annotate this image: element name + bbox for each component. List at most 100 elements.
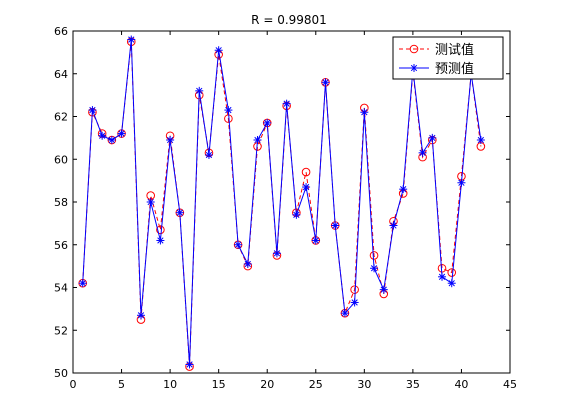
data-point-series-1 bbox=[321, 78, 330, 87]
data-point-series-0 bbox=[369, 251, 379, 260]
data-point-series-1 bbox=[438, 272, 447, 281]
x-tick-label: 5 bbox=[118, 378, 125, 391]
data-point-series-1 bbox=[379, 285, 388, 294]
legend-label-0: 测试值 bbox=[435, 42, 474, 58]
data-point-series-1 bbox=[78, 279, 87, 288]
marker-stroke bbox=[244, 260, 251, 268]
data-point-series-0 bbox=[447, 268, 457, 277]
y-tick-label: 56 bbox=[54, 239, 68, 252]
marker-stroke bbox=[166, 136, 174, 144]
legend-label-1: 预测值 bbox=[435, 61, 474, 77]
x-tick-label: 15 bbox=[212, 378, 226, 391]
data-point-series-1 bbox=[185, 360, 194, 369]
marker-stroke bbox=[332, 222, 339, 229]
data-point-series-1 bbox=[146, 198, 155, 206]
marker-stroke bbox=[215, 47, 222, 54]
marker-stroke bbox=[98, 132, 106, 139]
data-point-series-1 bbox=[370, 264, 379, 273]
marker-stroke bbox=[477, 136, 485, 144]
legend-marker-1 bbox=[410, 64, 418, 72]
data-point-series-1 bbox=[302, 183, 311, 192]
data-point-series-1 bbox=[282, 99, 291, 108]
series-line-1 bbox=[82, 39, 482, 365]
data-point-series-1 bbox=[127, 35, 136, 44]
marker-stroke bbox=[380, 286, 387, 293]
marker-stroke bbox=[89, 106, 96, 114]
marker-stroke bbox=[390, 222, 397, 229]
data-point-series-1 bbox=[224, 106, 233, 115]
legend-marker-0 bbox=[409, 44, 419, 54]
data-point-series-1 bbox=[234, 240, 243, 249]
data-point-series-1 bbox=[418, 148, 427, 157]
marker-stroke bbox=[108, 136, 115, 144]
data-point-series-0 bbox=[301, 167, 311, 177]
marker-stroke bbox=[458, 179, 465, 186]
data-point-series-1 bbox=[263, 118, 272, 127]
marker-stroke bbox=[196, 87, 203, 95]
data-point-series-1 bbox=[107, 136, 116, 145]
data-point-series-1 bbox=[175, 208, 184, 217]
axes: 0 5 10 15 20 25 30 35 40 45 50 52 54 56 58 60 62 64 66 bbox=[54, 25, 517, 391]
data-point-series-1 bbox=[195, 86, 204, 95]
marker-stroke bbox=[254, 136, 261, 144]
x-tick-label: 25 bbox=[309, 378, 323, 391]
marker-stroke bbox=[312, 237, 319, 244]
marker-stroke bbox=[283, 100, 290, 107]
data-point-series-1 bbox=[243, 259, 252, 268]
chart-title: R = 0.99801 bbox=[251, 13, 327, 27]
marker-stroke bbox=[234, 241, 242, 248]
marker-stroke bbox=[205, 151, 213, 159]
marker-stroke bbox=[293, 211, 300, 218]
data-point-series-1 bbox=[166, 136, 175, 145]
legend-box bbox=[392, 36, 504, 80]
data-point-series-1 bbox=[428, 133, 437, 142]
data-point-series-1 bbox=[447, 279, 456, 288]
data-point-series-1 bbox=[331, 221, 340, 230]
x-tick-label: 30 bbox=[357, 378, 371, 391]
marker-stroke bbox=[157, 237, 164, 244]
x-tick-label: 40 bbox=[454, 378, 468, 391]
data-point-series-1 bbox=[214, 46, 223, 55]
marker-stroke bbox=[147, 198, 154, 206]
data-point-series-1 bbox=[457, 178, 466, 187]
y-tick-label: 60 bbox=[54, 153, 68, 166]
data-point-series-1 bbox=[476, 136, 485, 145]
series-layer bbox=[78, 35, 486, 371]
marker-stroke bbox=[341, 309, 349, 317]
marker-stroke bbox=[273, 250, 281, 257]
data-point-series-1 bbox=[360, 108, 369, 117]
x-tick-label: 0 bbox=[70, 378, 77, 391]
y-tick-label: 64 bbox=[54, 68, 68, 81]
data-point-series-1 bbox=[340, 309, 349, 318]
data-point-series-1 bbox=[272, 249, 281, 258]
x-tick-label: 45 bbox=[503, 378, 517, 391]
x-tick-label: 35 bbox=[406, 378, 420, 391]
marker-stroke bbox=[302, 183, 310, 191]
y-tick-label: 62 bbox=[54, 111, 68, 124]
y-tick-label: 54 bbox=[54, 282, 68, 295]
marker-stroke bbox=[429, 134, 436, 142]
y-tick-label: 52 bbox=[54, 324, 68, 337]
marker-stroke bbox=[419, 149, 426, 156]
data-point-series-1 bbox=[399, 185, 408, 194]
marker-stroke bbox=[351, 299, 358, 306]
y-tick-label: 50 bbox=[54, 367, 68, 380]
marker-stroke bbox=[118, 130, 125, 137]
marker-stroke bbox=[438, 273, 446, 280]
x-tick-label: 10 bbox=[163, 378, 177, 391]
marker-stroke bbox=[264, 119, 271, 127]
data-point-series-1 bbox=[311, 236, 320, 245]
marker-stroke bbox=[128, 36, 135, 43]
marker-stroke bbox=[370, 265, 378, 272]
data-point-series-1 bbox=[98, 131, 107, 140]
marker-stroke bbox=[400, 186, 407, 193]
y-tick-label: 66 bbox=[54, 25, 68, 38]
marker-stroke bbox=[79, 280, 86, 287]
data-point-series-1 bbox=[253, 136, 262, 145]
data-point-series-1 bbox=[117, 129, 126, 138]
marker-stroke bbox=[137, 312, 145, 319]
marker-stroke bbox=[176, 209, 183, 216]
y-tick-label: 58 bbox=[54, 196, 68, 209]
